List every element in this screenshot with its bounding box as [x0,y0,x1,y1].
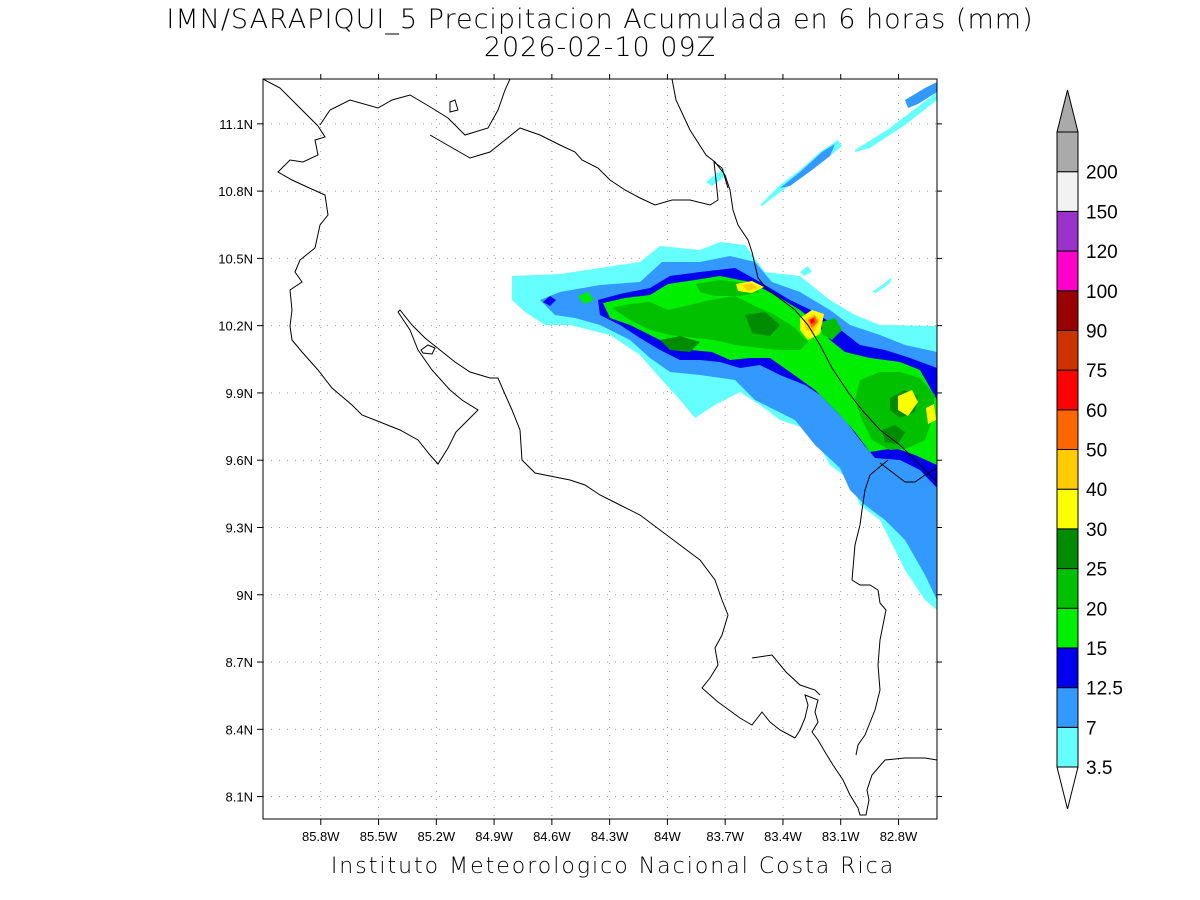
precip-band-25 [660,336,700,352]
lon-tick-label: 84.3W [591,829,629,844]
legend-color-swatch [1056,369,1079,411]
legend-color-swatch [1056,329,1079,371]
lake-nicaragua-shore [319,79,511,136]
legend-color-swatch [1056,647,1079,689]
legend-color-swatch [1056,528,1079,570]
lat-tick-label: 9.9N [226,386,253,401]
lon-tick-label: 85.2W [418,829,456,844]
golfo-dulce-coast [794,694,937,816]
lon-tick-label: 83.1W [822,829,860,844]
legend-color-swatch [1056,488,1079,530]
legend-color-swatch [1056,290,1079,331]
legend-label: 120 [1086,242,1118,263]
precip-band-20 [822,318,842,340]
lat-tick-label: 10.5N [218,251,253,266]
lat-tick-label: 9.6N [226,453,253,468]
precip-band-30 [898,390,918,416]
legend-label: 20 [1086,599,1107,620]
legend-label: 75 [1086,361,1107,382]
legend-color-swatch [1056,171,1079,212]
precip-band-20 [612,296,808,350]
precip-band-15 [578,292,594,304]
legend-color-swatch [1056,449,1079,490]
precip-band-7 [905,82,937,108]
legend-label: 100 [1086,282,1118,303]
legend-label: 60 [1086,401,1107,422]
legend-color-swatch [1056,409,1079,450]
legend-label: 150 [1086,202,1118,223]
lat-tick-label: 10.2N [218,319,253,334]
precip-band-25 [882,425,905,444]
axis-ticks: 85.8W 85.5W 85.2W 84.9W 84.6W 84.3W 84W 83.7W 83… [218,74,942,844]
cr-panama-border [851,459,889,756]
lat-tick-label: 8.4N [226,722,253,737]
lon-tick-label: 85.5W [360,829,398,844]
legend-label: 40 [1086,480,1107,501]
legend-label: 12.5 [1086,679,1123,700]
legend-color-swatch [1056,250,1079,292]
osa-peninsula [751,654,821,696]
precip-band-12p5 [543,296,556,306]
lat-tick-label: 9N [236,588,253,603]
lon-tick-label: 85.8W [302,829,340,844]
legend-label: 90 [1086,321,1107,342]
legend-color-swatch [1056,726,1079,768]
institution-credit: Instituto Meteorologico Nacional Costa R… [330,854,896,879]
legend-label: 3.5 [1086,758,1112,779]
lon-tick-label: 84.9W [475,829,513,844]
nicaragua-pacific-coast [263,79,329,327]
island-ometepe [449,99,459,113]
precip-band-3p5 [800,266,812,276]
precip-band-30 [926,404,936,424]
legend-over-arrow [1056,89,1079,133]
lat-tick-label: 8.1N [226,790,253,805]
map-frame [262,78,938,820]
legend-color-swatch [1056,131,1079,173]
precip-band-3p5 [855,92,937,152]
legend-label: 15 [1086,639,1107,660]
legend-color-swatch [1056,210,1079,252]
color-legend: 3.5 7 12.5 15 20 25 30 40 50 60 75 90 100 120 150 200 [1056,89,1123,810]
nicaragua-cr-border [429,127,729,206]
legend-label: 200 [1086,163,1118,184]
nicoya-coast [289,309,796,739]
precip-band-7 [780,144,835,188]
lon-tick-label: 83.4W [764,829,802,844]
map-valid-time: 2026-02-10 09Z [483,32,717,63]
legend-label: 25 [1086,560,1107,581]
bocas-coast [879,462,937,483]
lat-tick-label: 11.1N [219,117,253,132]
precipitation-field [512,82,937,610]
legend-label: 7 [1086,718,1097,739]
lon-tick-label: 82.8W [880,829,918,844]
legend-under-arrow [1056,766,1079,810]
lon-tick-label: 84W [654,829,681,844]
legend-color-swatch [1056,607,1079,649]
map-title: IMN/SARAPIQUI_5 Precipitacion Acumulada … [166,4,1034,35]
legend-label: 30 [1086,520,1107,541]
lat-tick-label: 8.7N [226,655,253,670]
lon-tick-label: 84.6W [533,829,571,844]
precip-band-60 [810,318,815,324]
coastline-borders [263,79,937,816]
precip-band-40 [742,283,758,291]
precip-band-3p5 [872,277,892,293]
lat-tick-label: 9.3N [226,520,253,535]
caribbean-coast [671,79,937,483]
precip-band-25 [745,312,780,336]
map-grid [263,79,937,819]
legend-label: 50 [1086,441,1107,462]
legend-color-swatch [1056,687,1079,728]
lon-tick-label: 83.7W [706,829,744,844]
nicoya-island [420,344,436,355]
legend-color-swatch [1056,568,1079,609]
lat-tick-label: 10.8N [218,184,253,199]
